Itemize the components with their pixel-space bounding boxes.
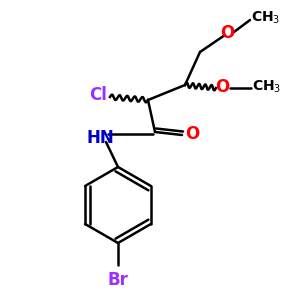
Text: Br: Br <box>108 271 128 289</box>
Text: O: O <box>220 24 234 42</box>
Text: CH$_3$: CH$_3$ <box>252 79 282 95</box>
Text: O: O <box>185 125 199 143</box>
Text: CH$_3$: CH$_3$ <box>251 10 281 26</box>
Text: O: O <box>215 78 229 96</box>
Text: Cl: Cl <box>89 86 107 104</box>
Text: HN: HN <box>86 129 114 147</box>
